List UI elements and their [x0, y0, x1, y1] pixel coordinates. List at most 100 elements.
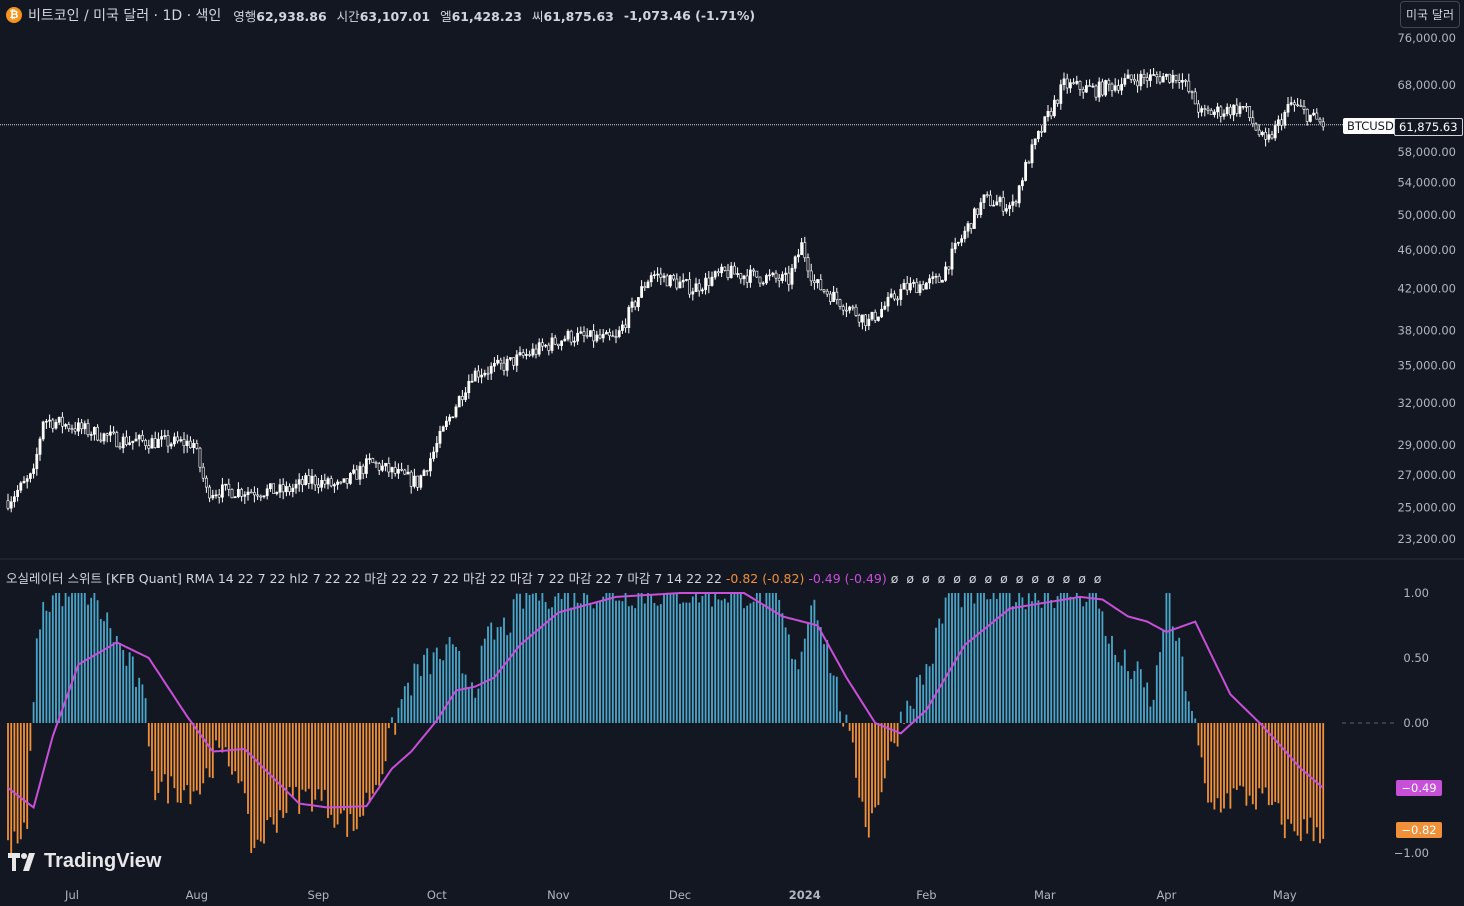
tradingview-logo[interactable]: TradingView [8, 850, 161, 873]
histogram-bar [227, 723, 230, 767]
candle [825, 288, 829, 298]
histogram-bar [579, 603, 582, 723]
candle [1184, 78, 1188, 87]
histogram-bar [151, 723, 153, 772]
histogram-bar [855, 723, 857, 778]
candle [268, 483, 272, 492]
time-axis-label: Feb [916, 888, 936, 902]
candle [704, 272, 708, 295]
histogram-bar [711, 606, 713, 723]
histogram-bar [304, 723, 307, 792]
histogram-bar [39, 629, 41, 723]
candle [934, 273, 938, 284]
candle [646, 279, 650, 289]
histogram-bar [384, 723, 387, 762]
histogram-bar [218, 723, 221, 748]
histogram-bar [1069, 596, 1072, 723]
candle [1283, 109, 1287, 129]
histogram-bar [823, 644, 825, 723]
histogram-bar [16, 723, 19, 844]
histogram-bar [515, 593, 518, 723]
candle [339, 481, 343, 485]
histogram-bar [1152, 699, 1155, 723]
histogram-bar [1290, 723, 1293, 824]
candle [908, 277, 912, 294]
histogram-bar [829, 673, 832, 723]
symbol-title[interactable]: 비트코인 / 미국 달러 · 1D · 색인 [28, 8, 222, 24]
histogram-bar [954, 593, 957, 723]
candle [185, 434, 189, 453]
histogram-bar [704, 593, 707, 723]
candle [524, 348, 528, 360]
histogram-bar [339, 723, 342, 814]
candle [476, 365, 480, 383]
histogram-bar [1075, 593, 1078, 723]
candle [1046, 104, 1050, 122]
candle [1008, 202, 1012, 216]
candle [374, 460, 378, 469]
histogram-bar [547, 608, 550, 723]
candle [157, 432, 160, 448]
histogram-bar [141, 684, 144, 723]
histogram-bar [701, 595, 704, 723]
candle [256, 487, 260, 500]
candle [329, 475, 333, 488]
histogram-bar [439, 658, 441, 723]
histogram-bar [275, 723, 278, 833]
candle [217, 488, 221, 504]
candle [1161, 72, 1165, 83]
histogram-bar [35, 638, 38, 723]
candle [601, 328, 605, 343]
histogram-bar [307, 723, 310, 789]
oscillator-legend[interactable]: 오실레이터 스위트 [KFB Quant] RMA 14 22 7 22 hl2… [6, 568, 1103, 587]
histogram-bar [1018, 593, 1021, 723]
histogram-bar [1037, 600, 1040, 723]
histogram-bar [1043, 593, 1046, 723]
candle [320, 474, 324, 492]
candle [624, 318, 628, 333]
histogram-bar [80, 593, 83, 723]
candle [688, 272, 692, 298]
candle [1165, 73, 1168, 80]
histogram-bar [1251, 723, 1254, 805]
histogram-bar [880, 723, 883, 793]
candle [780, 271, 784, 284]
candle [262, 495, 266, 499]
time-axis-label: Dec [669, 888, 691, 902]
currency-button[interactable]: 미국 달러 [1400, 1, 1460, 28]
candle [1229, 104, 1232, 119]
histogram-bar [83, 593, 86, 723]
candle [1136, 73, 1140, 93]
candle [518, 346, 522, 357]
candle [144, 438, 148, 450]
histogram-bar [1242, 723, 1245, 787]
histogram-bar [445, 644, 448, 723]
candle [1069, 78, 1072, 93]
candle [288, 483, 292, 496]
candle [608, 328, 612, 341]
histogram-bar [970, 593, 973, 723]
bitcoin-icon: ₿ [6, 7, 22, 23]
candle [1072, 78, 1076, 85]
candle [192, 439, 196, 454]
candle [109, 425, 112, 443]
candle [1053, 95, 1056, 118]
histogram-bar [1011, 606, 1014, 723]
histogram-bar [138, 677, 141, 723]
candle [988, 190, 992, 207]
histogram-bar [1203, 723, 1206, 784]
histogram-bar [423, 654, 425, 723]
candle [700, 287, 704, 295]
candle [173, 432, 176, 447]
candle [406, 464, 410, 475]
histogram-bar [173, 723, 176, 789]
candle [892, 290, 896, 302]
candle [1024, 159, 1028, 182]
candle [636, 297, 640, 312]
candle [1139, 70, 1143, 91]
histogram-bar [128, 652, 131, 723]
candle [112, 426, 116, 435]
histogram-bar [10, 723, 13, 853]
histogram-bar [695, 593, 697, 723]
